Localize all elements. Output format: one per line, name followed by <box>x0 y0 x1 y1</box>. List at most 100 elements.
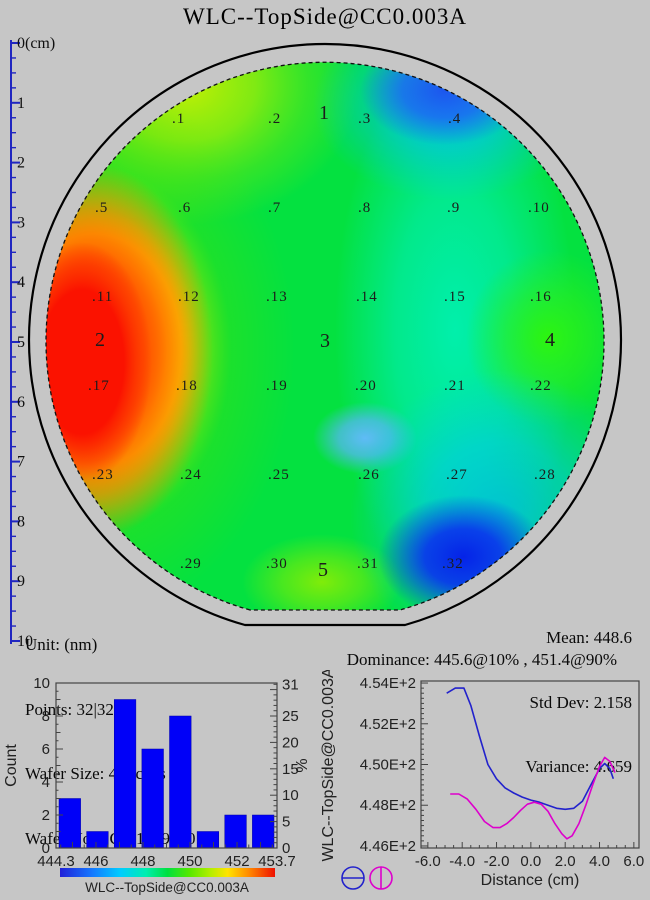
stat-std-dev: Std Dev: 2.158 <box>529 692 632 712</box>
wafer-point.5: .5 <box>95 200 108 216</box>
wafer-point.13: .13 <box>266 289 288 305</box>
hist-x-tick-label: 453.7 <box>258 853 296 870</box>
profile-y-tick-label: 4.50E+2 <box>360 757 416 774</box>
wafer-point.4: .4 <box>448 111 461 127</box>
hist-x-tick-label: 452 <box>225 853 250 870</box>
wafer-point.21: .21 <box>444 378 466 394</box>
wafer-point.22: .22 <box>530 378 552 394</box>
colorbar-label: WLC--TopSide@CC0.003A <box>85 880 249 895</box>
wafer-point.25: .25 <box>268 467 290 483</box>
profile-x-axis-title: Distance (cm) <box>481 872 580 889</box>
wafer-point.8: .8 <box>358 200 371 216</box>
count-tick-label: 4 <box>42 774 50 791</box>
wafer-point.14: .14 <box>356 289 378 305</box>
count-tick-label: 6 <box>42 741 50 758</box>
hist-bar <box>86 831 109 849</box>
wafer-point.32: .32 <box>442 556 464 572</box>
wafer-point.12: .12 <box>178 289 200 305</box>
value-colorbar <box>60 868 275 877</box>
percent-tick-label: 15 <box>282 761 299 778</box>
stat-unit: Unit: (nm) <box>25 635 98 654</box>
cm-ruler: 0(cm) 1 2 3 4 5 6 7 8 9 10 <box>10 35 55 650</box>
vertical-cut-icon <box>369 866 393 890</box>
wafer-point.23: .23 <box>92 467 114 483</box>
hist-bar <box>58 798 81 849</box>
hist-bar <box>141 748 164 849</box>
profile-x-tick-label: 6.0 <box>623 853 644 870</box>
wafer-point.29: .29 <box>180 556 202 572</box>
stats-right-block: Mean: 448.6 Std Dev: 2.158 Variance: 4.6… <box>525 584 632 821</box>
profile-y-tick-label: 4.46E+2 <box>360 838 416 855</box>
value-histogram: 0 2 4 6 8 10 0 5 10 15 20 25 31 444.3 446 448 450 452 453.… <box>3 675 311 895</box>
wafer-site-marker-3: 3 <box>320 330 330 352</box>
page-title: WLC--TopSide@CC0.003A <box>183 4 467 29</box>
hist-bar <box>169 715 192 849</box>
count-tick-label: 10 <box>33 675 50 692</box>
hist-bar <box>252 814 275 849</box>
percent-tick-label: 5 <box>282 814 290 831</box>
count-tick-label: 2 <box>42 807 50 824</box>
stat-points: Points: 32|32 <box>25 699 114 719</box>
profile-y-tick-label: 4.54E+2 <box>360 675 416 692</box>
stat-dominance: Dominance: 445.6@10% , 451.4@90% <box>346 650 617 669</box>
wafer-site-marker-1: 1 <box>319 102 329 124</box>
profile-x-tick-label: 0.0 <box>520 853 541 870</box>
ruler-label: 0(cm) <box>17 35 55 52</box>
ruler-label: 6 <box>17 394 25 411</box>
hist-x-tick-label: 450 <box>177 853 202 870</box>
horizontal-cut-icon <box>341 866 365 890</box>
profile-y-axis-title: WLC--TopSide@CC0.003A <box>320 670 337 862</box>
hist-x-tick-label: 446 <box>83 853 108 870</box>
wafer-point.3: .3 <box>358 111 371 127</box>
hist-bar <box>196 831 219 849</box>
hist-x-tick-label: 448 <box>130 853 155 870</box>
wafer-point.19: .19 <box>266 378 288 394</box>
wafer-site-marker-2: 2 <box>95 329 105 351</box>
profile-x-tick-label: -6.0 <box>415 853 441 870</box>
ruler-label: 9 <box>17 573 25 590</box>
wafer-point.6: .6 <box>178 200 191 216</box>
percent-axis-title: % <box>294 758 311 772</box>
hist-x-tick-label: 444.3 <box>37 853 75 870</box>
measurement-point-labels: .1 .2 .3 .4 .5 .6 .7 .8 .9 .10 .11 .12 .13 .14 .15 .16.… <box>88 102 556 581</box>
wafer-point.7: .7 <box>268 200 281 216</box>
percent-tick-label: 31 <box>282 676 299 693</box>
ruler-label: 7 <box>17 454 25 471</box>
wafer-site-marker-4: 4 <box>545 329 555 351</box>
percent-tick-label: 25 <box>282 708 299 725</box>
wafer-point.1: .1 <box>172 111 185 127</box>
profile-x-tick-label: -4.0 <box>449 853 475 870</box>
ruler-label: 8 <box>17 513 25 530</box>
vertical-profile-line <box>450 756 616 840</box>
ruler-label: 1 <box>17 95 25 112</box>
wafer-boundary-dashed <box>45 61 605 611</box>
cross-section-chart: 4.46E+24.48E+24.50E+24.52E+24.54E+2-6.0-… <box>320 670 644 890</box>
wafer-point.28: .28 <box>534 467 556 483</box>
wafer-point.18: .18 <box>176 378 198 394</box>
wafer-point.24: .24 <box>180 467 202 483</box>
wafer-point.10: .10 <box>528 200 550 216</box>
hist-bar <box>114 699 137 849</box>
stat-mean: Mean: 448.6 <box>546 628 632 647</box>
wafer-point.31: .31 <box>357 556 379 572</box>
count-axis-title: Count <box>3 744 20 787</box>
percent-tick-label: 0 <box>282 840 290 857</box>
percent-tick-label: 10 <box>282 787 299 804</box>
wafer-point.9: .9 <box>447 200 460 216</box>
ruler-label: 10 <box>17 633 33 650</box>
wafer-point.16: .16 <box>530 289 552 305</box>
wafer-point.17: .17 <box>88 378 110 394</box>
wafer-point.2: .2 <box>268 111 281 127</box>
ruler-label: 5 <box>17 334 25 351</box>
count-tick-label: 8 <box>42 708 50 725</box>
wafer-point.27: .27 <box>446 467 468 483</box>
wafer-point.15: .15 <box>444 289 466 305</box>
profile-x-tick-label: 2.0 <box>555 853 576 870</box>
count-tick-label: 0 <box>42 840 50 857</box>
wafer-outer-circle <box>27 43 623 627</box>
ruler-label: 2 <box>17 155 25 172</box>
wafer-point.26: .26 <box>358 467 380 483</box>
profile-y-tick-label: 4.48E+2 <box>360 797 416 814</box>
hist-bar <box>224 814 247 849</box>
